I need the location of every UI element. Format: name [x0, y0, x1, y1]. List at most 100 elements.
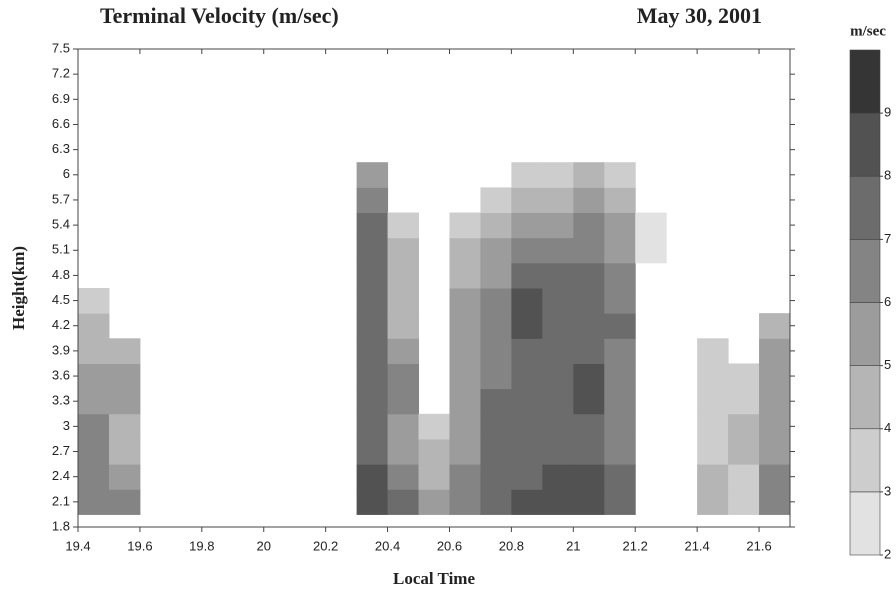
cell	[542, 489, 574, 515]
y-tick-label: 3.9	[52, 342, 70, 357]
x-tick-label: 21	[566, 538, 580, 553]
cell	[542, 262, 574, 289]
colorbar-label: m/sec	[850, 23, 886, 39]
cell	[418, 464, 450, 490]
x-tick-label: 20.4	[375, 538, 400, 553]
cell	[356, 162, 389, 188]
cell	[387, 212, 420, 239]
cell	[728, 464, 760, 490]
cell	[573, 187, 605, 214]
y-tick-label: 5.1	[52, 242, 70, 257]
cell	[449, 338, 481, 364]
cell	[108, 464, 141, 490]
cell	[604, 262, 636, 289]
cell	[78, 489, 110, 515]
y-tick-label: 3.6	[52, 367, 70, 382]
y-tick-label: 4.2	[52, 317, 70, 332]
cell	[542, 388, 574, 415]
x-tick-label: 20.6	[437, 538, 462, 553]
cell	[697, 464, 729, 490]
cell	[542, 237, 574, 264]
cell	[542, 438, 574, 465]
cell	[387, 464, 420, 490]
y-axis-label: Height(km)	[9, 246, 28, 330]
cell	[387, 262, 420, 289]
cell	[449, 262, 481, 289]
cell	[449, 288, 481, 314]
cell	[108, 388, 141, 415]
cell	[356, 187, 389, 214]
x-tick-label: 19.8	[189, 538, 214, 553]
colorbar-tick-label: 2	[884, 546, 891, 561]
cell	[697, 388, 729, 415]
cell	[573, 489, 605, 515]
cell	[480, 388, 512, 415]
cell	[542, 288, 574, 314]
cell	[604, 288, 636, 314]
cell	[78, 438, 110, 465]
x-tick-label: 20.2	[313, 538, 338, 553]
cell	[480, 338, 512, 364]
cell	[449, 313, 481, 339]
cell	[387, 413, 420, 440]
cell	[728, 388, 760, 415]
cell	[697, 438, 729, 465]
cell	[108, 413, 141, 440]
colorbar-swatch	[849, 428, 881, 493]
colorbar-tick-label: 4	[884, 420, 891, 435]
cell	[108, 489, 141, 515]
cell	[480, 187, 512, 214]
cell	[604, 212, 636, 239]
cell	[449, 388, 481, 415]
cell	[573, 262, 605, 289]
y-tick-label: 2.4	[52, 468, 70, 483]
colorbar-tick-label: 5	[884, 357, 891, 372]
cell	[511, 212, 543, 239]
cell	[78, 413, 110, 440]
cell	[604, 162, 636, 188]
cell	[356, 237, 389, 264]
cell	[604, 464, 636, 490]
cell	[697, 338, 729, 364]
cell	[573, 388, 605, 415]
cell	[635, 212, 667, 239]
cell	[542, 212, 574, 239]
cell	[511, 288, 543, 314]
cell	[387, 438, 420, 465]
cell	[573, 313, 605, 339]
y-tick-label: 7.2	[52, 66, 70, 81]
cell	[604, 438, 636, 465]
colorbar-swatch	[849, 49, 881, 114]
x-tick-label: 20.8	[499, 538, 524, 553]
cell	[697, 413, 729, 440]
cell	[418, 489, 450, 515]
cell	[511, 464, 543, 490]
cell	[78, 388, 110, 415]
cell	[480, 363, 512, 390]
cell	[78, 363, 110, 390]
colorbar-swatch	[849, 239, 881, 303]
cell	[573, 162, 605, 188]
cell	[449, 237, 481, 264]
x-axis-label: Local Time	[393, 569, 475, 588]
x-tick-label: 20	[257, 538, 271, 553]
x-tick-label: 21.6	[746, 538, 771, 553]
cell	[449, 489, 481, 515]
cell	[728, 489, 760, 515]
y-tick-label: 6.6	[52, 116, 70, 131]
cell	[728, 438, 760, 465]
x-tick-label: 19.4	[65, 538, 90, 553]
cell	[511, 313, 543, 339]
cell	[480, 288, 512, 314]
cell	[511, 162, 543, 188]
cell	[356, 413, 389, 440]
cell	[511, 262, 543, 289]
y-tick-label: 4.5	[52, 292, 70, 307]
cell	[697, 363, 729, 390]
cell	[511, 363, 543, 390]
cell	[108, 363, 141, 390]
cell	[511, 237, 543, 264]
cell	[573, 338, 605, 364]
colorbar-tick-label: 9	[884, 105, 891, 120]
